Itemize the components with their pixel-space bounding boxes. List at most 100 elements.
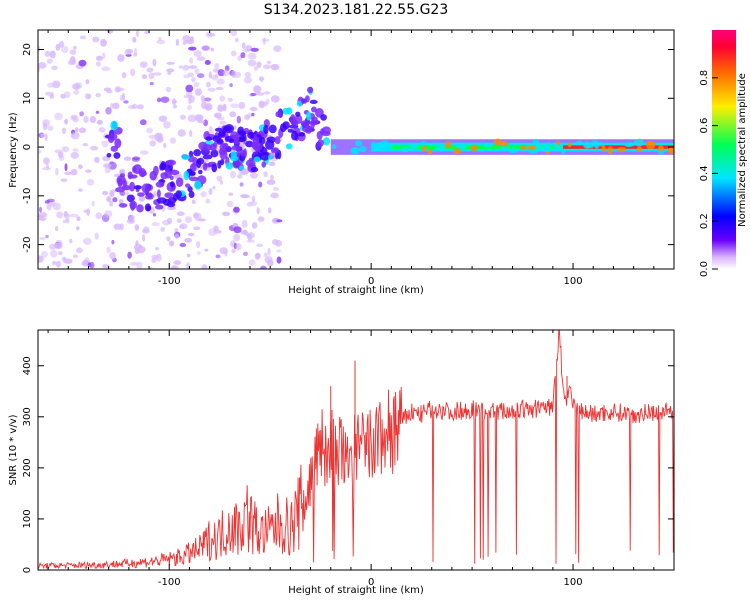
noise-blob: [229, 170, 236, 179]
noise-blob: [166, 68, 175, 73]
noise-blob: [64, 171, 72, 176]
noise-blob: [104, 210, 113, 218]
noise-blob: [201, 264, 208, 269]
noise-blob: [224, 250, 228, 257]
band-blob: [561, 149, 566, 155]
noise-blob: [273, 187, 279, 191]
noise-blob: [204, 248, 209, 252]
noise-blob: [189, 57, 194, 64]
noise-blob: [83, 116, 89, 123]
noise-blob: [204, 60, 211, 65]
signal-blob: [230, 155, 239, 162]
noise-blob: [58, 251, 63, 256]
band-blob: [541, 145, 549, 153]
noise-blob: [229, 111, 237, 118]
band-blob: [668, 147, 674, 152]
noise-blob: [75, 247, 83, 254]
snr-frame: [37, 329, 675, 571]
noise-blob: [52, 260, 57, 266]
noise-blob: [156, 39, 166, 45]
noise-blob: [129, 214, 135, 221]
band-blob: [331, 144, 337, 149]
band-blob: [601, 145, 606, 153]
noise-blob: [106, 90, 113, 94]
band-blob: [353, 147, 358, 155]
noise-blob: [47, 125, 54, 131]
signal-blob: [218, 130, 226, 137]
noise-blob: [126, 219, 136, 224]
noise-blob: [247, 59, 257, 67]
noise-blob: [276, 249, 282, 253]
noise-blob: [246, 239, 255, 243]
noise-blob: [42, 167, 51, 171]
noise-blob: [85, 79, 90, 85]
noise-blob: [233, 226, 242, 234]
signal-blob: [139, 170, 147, 177]
spectrogram-frame: [37, 29, 675, 270]
band-blob: [607, 146, 613, 155]
noise-blob: [187, 114, 197, 123]
noise-blob: [251, 195, 256, 203]
signal-blob: [225, 162, 234, 170]
band-blob: [470, 144, 478, 152]
noise-blob: [194, 88, 202, 96]
noise-blob: [242, 48, 251, 53]
band-blob: [500, 140, 509, 147]
band-blob: [435, 144, 446, 152]
noise-blob: [233, 206, 240, 213]
noise-blob: [207, 32, 216, 37]
noise-blob: [174, 228, 179, 233]
noise-blob: [123, 156, 132, 161]
noise-blob: [103, 163, 112, 168]
noise-blob: [101, 140, 109, 148]
signal-blob: [305, 95, 310, 103]
noise-blob: [235, 243, 242, 251]
noise-blob: [83, 209, 89, 213]
signal-blob: [211, 163, 218, 173]
noise-blob: [151, 254, 159, 260]
noise-blob: [50, 249, 58, 258]
noise-blob: [183, 74, 190, 79]
noise-blob: [256, 206, 260, 215]
noise-blob: [106, 30, 114, 34]
noise-blob: [135, 30, 140, 38]
colorbar-tick-label: 0.8: [699, 70, 710, 86]
colorbar-label: Normalized spectral amplitude: [737, 73, 748, 227]
noise-blob: [242, 42, 246, 50]
noise-blob: [251, 112, 255, 117]
signal-blob: [224, 124, 234, 134]
noise-blob: [52, 202, 61, 211]
noise-blob: [253, 85, 262, 94]
noise-blob: [270, 192, 279, 199]
noise-blob: [76, 216, 81, 222]
band-blob: [645, 141, 656, 146]
noise-blob: [224, 65, 230, 72]
x-tick-label: 100: [564, 577, 583, 588]
noise-blob: [270, 174, 274, 181]
noise-blob: [206, 81, 211, 88]
band-blob: [453, 148, 462, 155]
noise-blob: [266, 60, 272, 65]
noise-blob: [247, 112, 253, 118]
signal-blob: [268, 124, 277, 134]
signal-blob: [175, 177, 184, 187]
signal-blob: [116, 175, 126, 185]
noise-blob: [167, 71, 172, 76]
noise-blob: [258, 181, 263, 188]
signal-blob: [219, 159, 225, 166]
noise-blob: [95, 55, 103, 61]
noise-blob: [123, 100, 129, 104]
band-blob: [556, 140, 561, 145]
signal-blob: [167, 197, 177, 204]
noise-blob: [172, 98, 176, 106]
noise-blob: [113, 223, 122, 230]
noise-blob: [70, 116, 76, 121]
noise-blob: [228, 192, 234, 196]
signal-blob: [188, 190, 195, 199]
noise-blob: [240, 52, 246, 59]
noise-blob: [112, 197, 118, 203]
noise-blob: [169, 137, 177, 144]
band-blob: [401, 147, 410, 153]
noise-blob: [256, 243, 263, 248]
signal-blob: [270, 148, 279, 154]
